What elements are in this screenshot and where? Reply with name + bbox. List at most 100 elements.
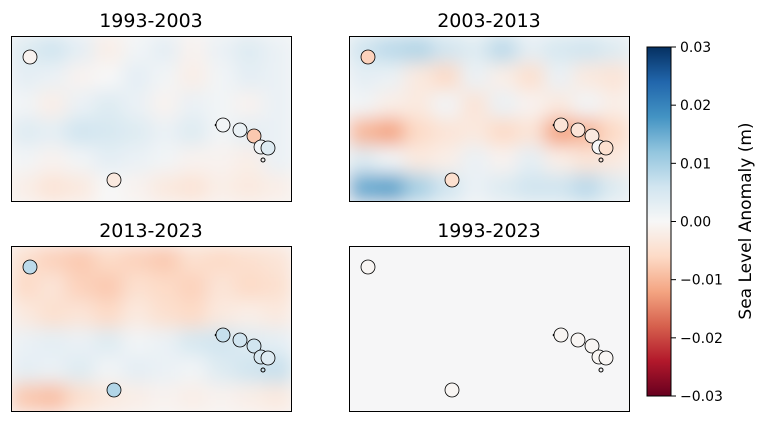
field-cell <box>262 173 292 202</box>
tide-gauge-station <box>570 332 586 348</box>
field-cell <box>404 328 435 358</box>
anomaly-field <box>11 246 292 412</box>
field-cell <box>38 328 69 358</box>
field-cell <box>349 383 379 412</box>
field-cell <box>262 90 292 120</box>
field-cell <box>432 62 463 93</box>
field-cell <box>516 118 547 148</box>
field-cell <box>234 300 265 330</box>
field-cell <box>38 118 69 148</box>
field-cell <box>178 90 209 120</box>
field-cell <box>11 62 41 93</box>
field-cell <box>544 145 575 176</box>
field-cell <box>600 62 630 93</box>
field-cell <box>349 355 379 386</box>
field-cell <box>206 272 237 303</box>
tide-gauge-station <box>106 382 122 398</box>
field-cell <box>94 145 125 176</box>
field-cell <box>150 328 181 358</box>
field-cell <box>94 118 125 148</box>
field-cell <box>572 36 603 65</box>
field-cell <box>234 90 265 120</box>
field-cell <box>38 36 69 65</box>
field-cell <box>66 36 97 65</box>
field-cell <box>150 145 181 176</box>
field-cell <box>150 118 181 148</box>
field-cell <box>600 272 630 303</box>
field-cell <box>460 36 491 65</box>
field-cell <box>66 246 97 275</box>
field-cell <box>432 300 463 330</box>
field-cell <box>178 246 209 275</box>
field-cell <box>516 300 547 330</box>
field-cell <box>122 36 153 65</box>
field-cell <box>544 300 575 330</box>
panel-title: 1993-2003 <box>99 10 203 32</box>
field-cell <box>516 145 547 176</box>
colorbar-label: Sea Level Anomaly (m) <box>736 122 756 319</box>
field-cell <box>11 118 41 148</box>
field-cell <box>544 90 575 120</box>
field-cell <box>66 355 97 386</box>
field-cell <box>600 173 630 202</box>
field-cell <box>516 62 547 93</box>
field-cell <box>178 118 209 148</box>
field-cell <box>11 145 41 176</box>
tide-gauge-station <box>106 172 122 188</box>
field-cell <box>178 383 209 412</box>
panel-title: 1993-2023 <box>437 220 541 242</box>
field-cell <box>66 173 97 202</box>
field-cell <box>94 355 125 386</box>
field-cell <box>516 328 547 358</box>
field-cell <box>516 246 547 275</box>
colorbar-tick-label: 0.01 <box>680 156 711 172</box>
field-cell <box>94 272 125 303</box>
field-cell <box>206 173 237 202</box>
field-cell <box>544 36 575 65</box>
field-cell <box>38 90 69 120</box>
field-cell <box>376 36 407 65</box>
colorbar: 0.03 0.02 0.01 0.00 −0.01 −0.02 −0.03 Sea Leve… <box>646 40 756 405</box>
field-cell <box>150 36 181 65</box>
anomaly-field <box>11 36 292 202</box>
panel-title: 2003-2013 <box>437 10 541 32</box>
field-cell <box>122 328 153 358</box>
field-cell <box>150 90 181 120</box>
field-cell <box>404 246 435 275</box>
field-cell <box>38 62 69 93</box>
field-cell <box>262 36 292 65</box>
field-cell <box>488 118 519 148</box>
field-cell <box>178 36 209 65</box>
field-cell <box>432 246 463 275</box>
field-cell <box>488 90 519 120</box>
field-cell <box>94 90 125 120</box>
field-cell <box>150 355 181 386</box>
field-cell <box>349 145 379 176</box>
field-cell <box>488 272 519 303</box>
field-cell <box>122 145 153 176</box>
field-cell <box>600 383 630 412</box>
island-marker <box>260 367 266 373</box>
field-cell <box>178 328 209 358</box>
field-cell <box>376 355 407 386</box>
field-cell <box>376 90 407 120</box>
field-cell <box>206 36 237 65</box>
field-cell <box>206 90 237 120</box>
tide-gauge-station <box>360 49 376 65</box>
field-cell <box>38 246 69 275</box>
tide-gauge-station <box>444 382 460 398</box>
field-cell <box>262 246 292 275</box>
field-cell <box>349 328 379 358</box>
field-cell <box>94 328 125 358</box>
field-cell <box>122 173 153 202</box>
field-cell <box>178 355 209 386</box>
field-cell <box>460 173 491 202</box>
field-cell <box>404 36 435 65</box>
field-cell <box>262 272 292 303</box>
field-cell <box>376 328 407 358</box>
field-cell <box>432 355 463 386</box>
field-cell <box>234 36 265 65</box>
tide-gauge-station <box>232 332 248 348</box>
field-cell <box>206 383 237 412</box>
field-cell <box>572 300 603 330</box>
